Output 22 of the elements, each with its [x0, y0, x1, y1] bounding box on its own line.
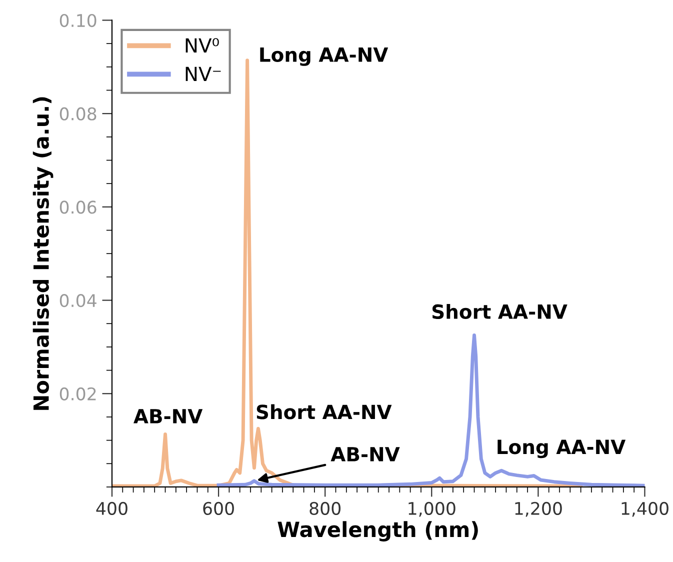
annotation: Short AA-NV: [432, 304, 568, 320]
x-tick-label: 1,000: [408, 502, 456, 517]
legend-label: NV⁰: [186, 38, 219, 53]
y-tick-label: 0.10: [60, 14, 96, 28]
annotation: AB-NV: [134, 409, 203, 424]
y-tick-label: 0.06: [60, 200, 96, 214]
line-series: [216, 334, 645, 487]
x-tick-label: 800: [310, 502, 340, 515]
y-tick-label: 0.04: [60, 294, 96, 308]
y-tick-label: 0.08: [60, 107, 96, 120]
x-tick-label: 1,400: [622, 502, 668, 517]
x-tick-label: 1,200: [515, 502, 562, 517]
y-tick-label: 0.02: [60, 387, 96, 400]
annotation: AB-NV: [330, 447, 400, 462]
legend-label: NV⁻: [186, 66, 221, 82]
annotation: Short AA-NV: [256, 404, 392, 420]
x-tick-label: 600: [203, 502, 234, 515]
y-axis-title: Normalised Intensity (a.u.): [32, 97, 54, 410]
annotation: Long AA-NV: [498, 440, 626, 458]
x-tick-label: 400: [96, 502, 128, 515]
annotation: Long AA-NV: [260, 48, 388, 66]
x-axis-title: Wavelength (nm): [278, 521, 478, 542]
